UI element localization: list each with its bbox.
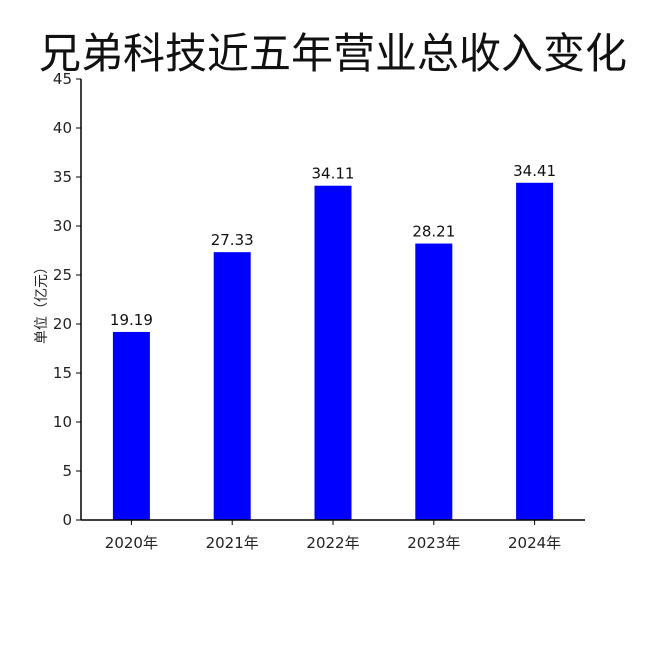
y-tick-label: 5 <box>62 462 72 480</box>
y-tick-label: 45 <box>53 70 72 88</box>
y-axis-label: 单位（亿元） <box>34 260 50 344</box>
bar-value-label: 34.41 <box>513 162 556 180</box>
x-tick-label: 2023年 <box>407 534 460 552</box>
bar-value-label: 19.19 <box>110 311 153 329</box>
x-tick-label: 2022年 <box>306 534 359 552</box>
bar-3 <box>415 243 453 521</box>
y-tick-label: 35 <box>53 168 72 186</box>
y-tick-label: 25 <box>53 266 72 284</box>
y-tick-label: 40 <box>53 119 72 137</box>
y-tick-label: 10 <box>53 413 72 431</box>
y-axis-ticks: 0 5 10 15 20 25 30 35 40 45 <box>53 70 81 529</box>
x-tick-label: 2021年 <box>206 534 259 552</box>
chart-title: 兄弟科技近五年营业总收入变化 <box>39 29 627 78</box>
y-tick-label: 30 <box>53 217 72 235</box>
bar-4 <box>516 182 554 521</box>
bar-value-label: 28.21 <box>412 223 455 241</box>
bar-value-label: 27.33 <box>211 231 254 249</box>
bar-value-labels: 19.19 27.33 34.11 28.21 34.41 <box>110 162 556 329</box>
x-axis-ticks: 2020年 2021年 2022年 2023年 2024年 <box>105 520 561 552</box>
x-tick-label: 2020年 <box>105 534 158 552</box>
bars-group <box>112 182 554 521</box>
bar-2 <box>314 185 352 521</box>
y-tick-label: 0 <box>62 511 72 529</box>
y-tick-label: 20 <box>53 315 72 333</box>
x-tick-label: 2024年 <box>508 534 561 552</box>
bar-value-label: 34.11 <box>312 165 355 183</box>
bar-0 <box>112 331 150 520</box>
y-tick-label: 15 <box>53 364 72 382</box>
bar-1 <box>213 252 251 520</box>
